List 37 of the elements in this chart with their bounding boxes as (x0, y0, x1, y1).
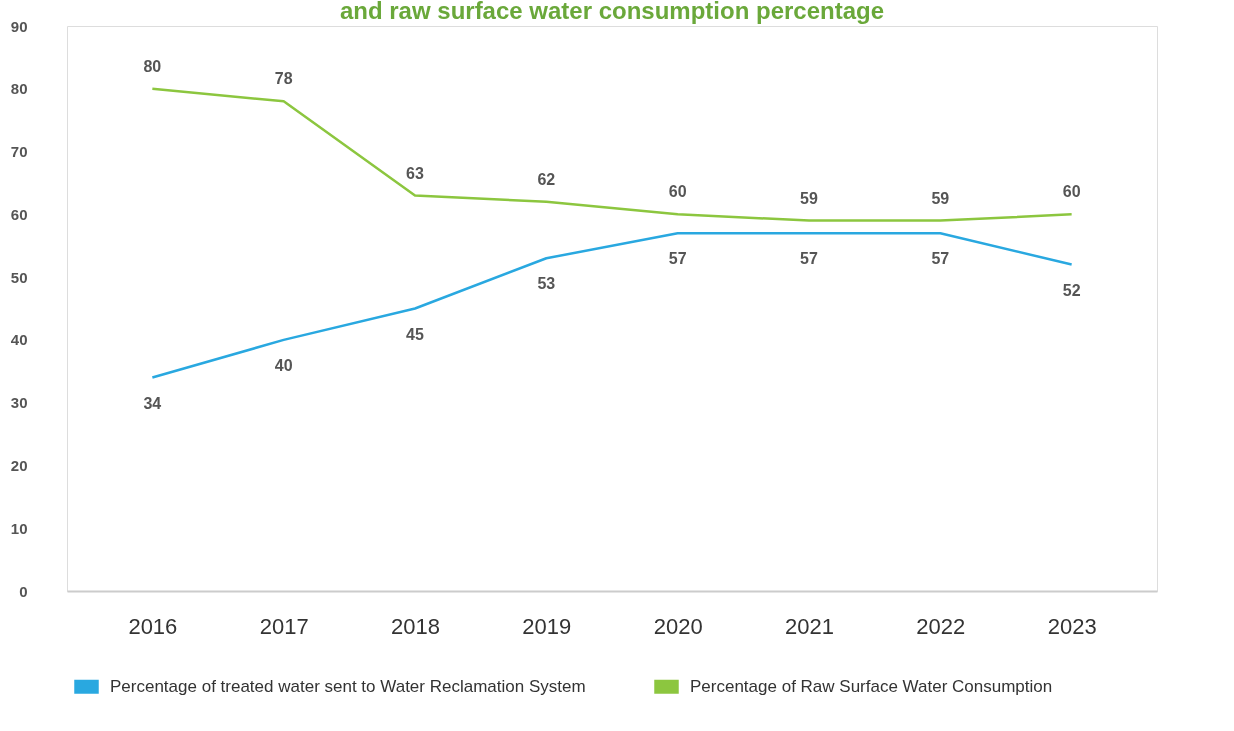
x-tick-label: 2016 (128, 613, 178, 639)
legend-label: Percentage of Raw Surface Water Consumption (690, 676, 1053, 696)
data-label: 52 (1062, 281, 1081, 299)
x-tick-label: 2023 (1047, 613, 1097, 639)
y-tick-label: 80 (10, 80, 28, 98)
data-label: 59 (931, 189, 950, 207)
data-label: 59 (800, 189, 818, 207)
data-label: 62 (537, 170, 556, 188)
data-label: 60 (668, 183, 687, 201)
y-tick-label: 90 (10, 17, 28, 35)
data-label: 53 (537, 275, 556, 293)
x-tick-label: 2020 (653, 613, 703, 639)
data-label: 34 (143, 394, 162, 412)
data-label: 40 (274, 356, 293, 374)
x-tick-label: 2017 (259, 613, 309, 639)
data-label: 57 (668, 250, 687, 268)
data-label: 60 (1062, 183, 1081, 201)
y-tick-label: 50 (10, 268, 28, 286)
data-label: 80 (143, 57, 162, 75)
y-tick-label: 40 (10, 331, 28, 349)
x-tick-label: 2022 (916, 613, 966, 639)
data-label: 78 (274, 70, 293, 88)
data-label: 57 (931, 250, 950, 268)
data-label: 57 (800, 250, 818, 268)
chart-title: and raw surface water consumption percentage (339, 0, 885, 24)
y-tick-label: 20 (10, 456, 28, 474)
x-tick-label: 2021 (785, 613, 834, 639)
y-tick-label: 30 (10, 394, 28, 412)
y-tick-label: 70 (10, 143, 28, 161)
data-label: 63 (406, 164, 425, 182)
y-tick-label: 10 (10, 519, 28, 537)
legend-label: Percentage of treated water sent to Water Reclamation System (110, 676, 586, 696)
y-tick-label: 0 (19, 582, 28, 600)
data-label: 45 (406, 325, 425, 343)
x-tick-label: 2018 (391, 613, 440, 639)
y-tick-label: 60 (10, 205, 28, 223)
x-tick-label: 2019 (522, 613, 572, 639)
